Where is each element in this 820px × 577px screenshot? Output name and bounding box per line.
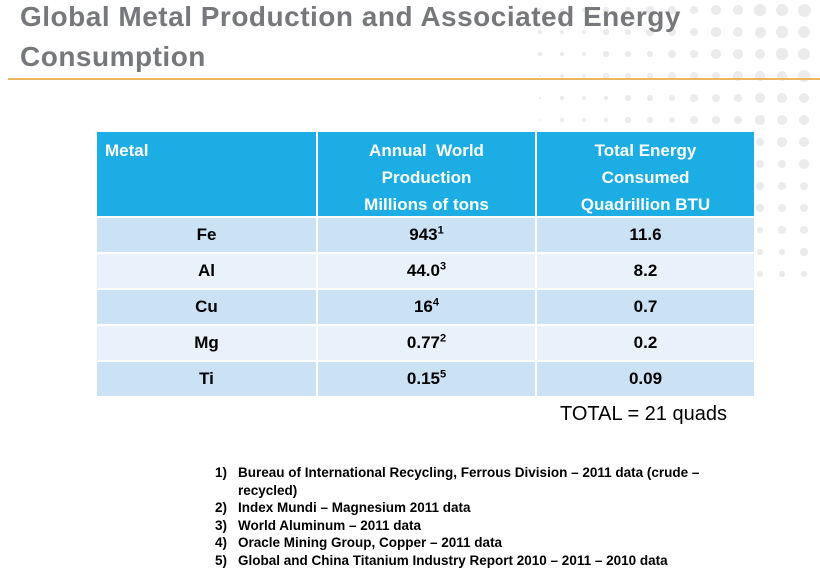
dot bbox=[538, 96, 542, 100]
footnote-ref: 1 bbox=[437, 224, 444, 237]
footnote-item: 1) Bureau of International Recycling, Fe… bbox=[215, 464, 743, 499]
dot bbox=[560, 118, 564, 122]
cell-energy: 0.09 bbox=[537, 362, 754, 396]
dot bbox=[711, 93, 721, 103]
dot bbox=[646, 94, 654, 102]
footnotes-list: 1) Bureau of International Recycling, Fe… bbox=[215, 464, 743, 569]
dot bbox=[690, 116, 698, 124]
dot bbox=[777, 137, 787, 147]
metal-production-table: Metal Annual World Production Millions o… bbox=[97, 132, 754, 396]
cell-production: 9431 bbox=[318, 218, 535, 252]
dot bbox=[778, 270, 786, 278]
footnote-text: Index Mundi – Magnesium 2011 data bbox=[238, 500, 471, 515]
production-value: 44.0 bbox=[406, 261, 440, 280]
dot bbox=[647, 117, 653, 123]
dot bbox=[755, 137, 765, 147]
cell-energy: 11.6 bbox=[537, 218, 754, 252]
dot bbox=[757, 271, 763, 277]
footnote-item: 3) World Aluminum – 2011 data bbox=[215, 517, 743, 535]
dot bbox=[778, 204, 786, 212]
dot bbox=[799, 159, 809, 169]
dot bbox=[668, 94, 676, 102]
title-underline bbox=[8, 78, 820, 80]
cell-metal: Ti bbox=[97, 362, 316, 396]
dot bbox=[581, 95, 587, 101]
column-header-energy: Total Energy Consumed Quadrillion BTU bbox=[537, 132, 754, 216]
dot bbox=[798, 92, 810, 104]
dot bbox=[778, 226, 786, 234]
dot bbox=[690, 94, 698, 102]
column-header-metal: Metal bbox=[97, 132, 316, 216]
dot bbox=[755, 159, 765, 169]
dot bbox=[733, 93, 743, 103]
dot bbox=[625, 95, 631, 101]
footnote-number: 5) bbox=[215, 552, 228, 568]
dot bbox=[778, 248, 786, 256]
dot bbox=[755, 115, 765, 125]
dot bbox=[777, 115, 787, 125]
dot bbox=[538, 118, 542, 122]
dot bbox=[733, 115, 743, 125]
dot bbox=[756, 226, 764, 234]
dot bbox=[800, 270, 808, 278]
dot bbox=[799, 181, 809, 191]
cell-metal: Cu bbox=[97, 290, 316, 324]
footnote-ref: 5 bbox=[439, 368, 447, 381]
production-value: 943 bbox=[409, 225, 438, 244]
dot bbox=[603, 95, 609, 101]
dot bbox=[560, 96, 564, 100]
dot bbox=[800, 248, 808, 256]
cell-metal: Mg bbox=[97, 326, 316, 360]
dot bbox=[668, 116, 676, 124]
dot bbox=[756, 182, 764, 190]
cell-production: 0.772 bbox=[318, 326, 535, 360]
footnote-ref: 3 bbox=[439, 260, 447, 273]
dot bbox=[712, 116, 720, 124]
footnote-number: 1) bbox=[215, 465, 228, 480]
footnote-text: Global and China Titanium Industry Repor… bbox=[238, 552, 668, 568]
cell-production: 0.155 bbox=[318, 362, 535, 396]
cell-production: 164 bbox=[318, 290, 535, 324]
cell-energy: 0.7 bbox=[537, 290, 754, 324]
footnote-text: Bureau of International Recycling, Ferro… bbox=[238, 465, 700, 498]
footnote-number: 3) bbox=[215, 517, 228, 533]
footnote-item: 5) Global and China Titanium Industry Re… bbox=[215, 552, 743, 570]
cell-production: 44.03 bbox=[318, 254, 535, 288]
footnote-ref: 4 bbox=[432, 296, 440, 309]
footnote-text: Oracle Mining Group, Copper – 2011 data bbox=[238, 535, 503, 550]
dot bbox=[756, 204, 764, 212]
dot bbox=[581, 117, 587, 123]
dot bbox=[799, 137, 809, 147]
dot bbox=[776, 92, 788, 104]
column-header-production: Annual World Production Millions of tons bbox=[318, 132, 535, 216]
dot bbox=[777, 159, 787, 169]
page-title: Global Metal Production and Associated E… bbox=[20, 1, 681, 72]
dot bbox=[777, 181, 787, 191]
footnote-item: 2) Index Mundi – Magnesium 2011 data bbox=[215, 499, 743, 517]
footnote-item: 4) Oracle Mining Group, Copper – 2011 da… bbox=[215, 534, 743, 552]
total-energy-label: TOTAL = 21 quads bbox=[560, 403, 727, 425]
dot bbox=[800, 226, 808, 234]
dot bbox=[756, 248, 764, 256]
production-value: 16 bbox=[413, 297, 433, 316]
production-value: 0.77 bbox=[406, 333, 440, 352]
dot bbox=[625, 117, 631, 123]
cell-energy: 0.2 bbox=[537, 326, 754, 360]
cell-metal: Al bbox=[97, 254, 316, 288]
cell-metal: Fe bbox=[97, 218, 316, 252]
dot bbox=[799, 203, 809, 213]
production-value: 0.15 bbox=[406, 369, 440, 388]
footnote-text: World Aluminum – 2011 data bbox=[238, 517, 422, 533]
dot bbox=[755, 93, 765, 103]
cell-energy: 8.2 bbox=[537, 254, 754, 288]
footnote-number: 4) bbox=[215, 535, 228, 550]
footnote-ref: 2 bbox=[439, 332, 447, 345]
dot bbox=[603, 117, 609, 123]
footnote-number: 2) bbox=[215, 500, 228, 515]
dot bbox=[798, 114, 810, 126]
